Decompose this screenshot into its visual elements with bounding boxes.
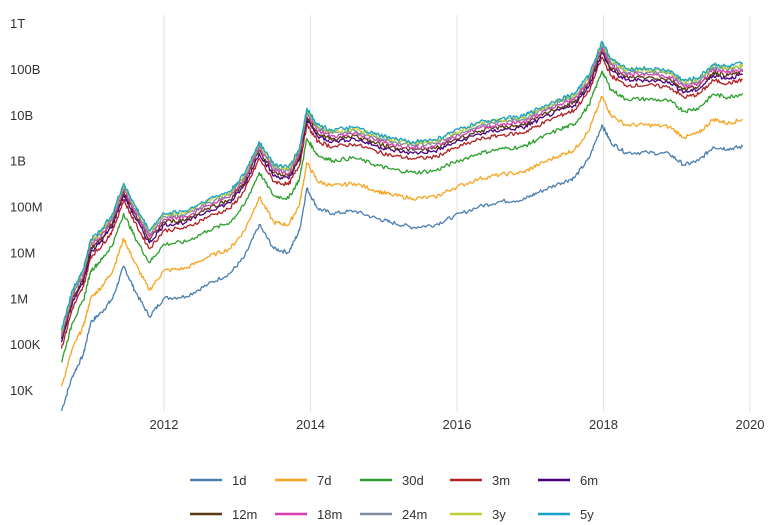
y-tick-label: 100B [10, 62, 40, 77]
legend-label: 1d [232, 473, 246, 488]
legend-label: 12m [232, 507, 257, 522]
x-tick-label: 2016 [443, 417, 472, 432]
y-tick-label: 10M [10, 245, 35, 260]
legend-label: 30d [402, 473, 424, 488]
legend-label: 18m [317, 507, 342, 522]
legend-item-24m[interactable]: 24m [360, 507, 427, 522]
series-line-7d [60, 95, 744, 387]
legend-item-7d[interactable]: 7d [275, 473, 331, 488]
legend-item-6m[interactable]: 6m [538, 473, 598, 488]
x-axis: 2012 2014 2016 2018 2020 [150, 417, 765, 432]
legend-item-30d[interactable]: 30d [360, 473, 424, 488]
series-line-12m [60, 48, 744, 340]
series-line-24m [60, 43, 744, 334]
y-tick-label: 100K [10, 337, 41, 352]
x-tick-label: 2012 [150, 417, 179, 432]
legend-item-12m[interactable]: 12m [190, 507, 257, 522]
legend-item-1d[interactable]: 1d [190, 473, 246, 488]
legend-item-5y[interactable]: 5y [538, 507, 594, 522]
series-line-5y [60, 40, 744, 331]
y-axis: 10K 100K 1M 10M 100M 1B 10B 100B 1T [10, 16, 43, 398]
y-tick-label: 1B [10, 154, 26, 169]
legend-label: 5y [580, 507, 594, 522]
plot-area [60, 40, 744, 412]
y-tick-label: 1T [10, 16, 25, 31]
series-line-30d [60, 70, 744, 363]
series-line-6m [60, 51, 744, 343]
series-line-18m [60, 46, 744, 337]
x-tick-label: 2018 [589, 417, 618, 432]
legend-label: 7d [317, 473, 331, 488]
legend-item-3y[interactable]: 3y [450, 507, 506, 522]
y-tick-label: 10K [10, 383, 33, 398]
y-tick-label: 100M [10, 200, 43, 215]
legend: 1d 7d 30d 3m 6m 12m 18m 24m 3y 5y [190, 473, 598, 522]
x-tick-label: 2014 [296, 417, 325, 432]
legend-item-18m[interactable]: 18m [275, 507, 342, 522]
legend-label: 6m [580, 473, 598, 488]
series-line-3m [60, 56, 743, 349]
legend-label: 3y [492, 507, 506, 522]
legend-label: 3m [492, 473, 510, 488]
legend-label: 24m [402, 507, 427, 522]
y-tick-label: 10B [10, 108, 33, 123]
x-tick-label: 2020 [736, 417, 765, 432]
y-tick-label: 1M [10, 291, 28, 306]
legend-item-3m[interactable]: 3m [450, 473, 510, 488]
series-line-1d [60, 124, 744, 412]
